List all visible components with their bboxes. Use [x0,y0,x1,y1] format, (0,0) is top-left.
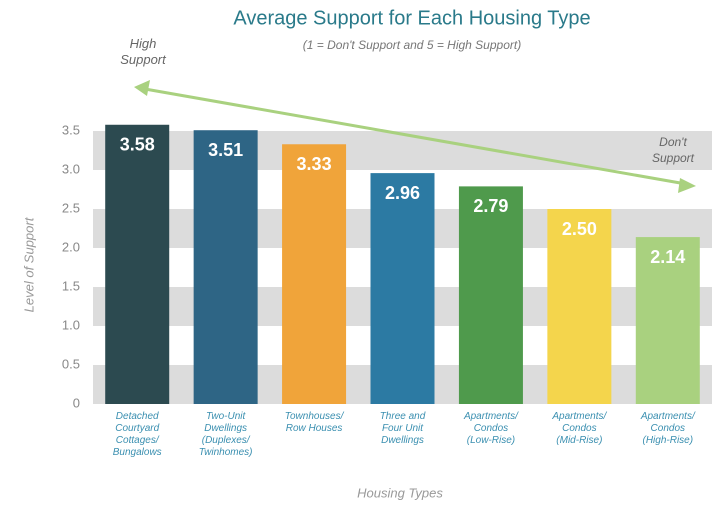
grid-band [93,131,712,170]
y-tick-label: 3.0 [62,161,80,176]
bar [282,144,347,404]
value-label: 2.79 [473,196,508,216]
y-tick-label: 0.5 [62,356,80,371]
y-tick-label: 0 [73,395,80,410]
x-tick-label: Two-Unit Dwellings (Duplexes/Twinhomes) [199,411,253,458]
x-tick-label: Apartments/Condos (Mid-Rise) [551,411,607,446]
y-tick-label: 1.0 [62,317,80,332]
value-label: 3.51 [208,140,243,160]
bar [547,209,612,404]
chart-subtitle: (1 = Don't Support and 5 = High Support) [303,38,521,52]
y-tick-label: 3.5 [62,122,80,137]
bar [458,186,523,404]
x-tick-label: Townhouses/Row Houses [285,411,345,434]
x-tick-label: Three and Four Unit Dwellings [380,411,426,446]
y-tick-label: 1.5 [62,278,80,293]
value-label: 3.33 [297,154,332,174]
x-tick-label: Detached Courtyard Cottages/Bungalows [113,411,162,458]
trend-arrow [144,87,687,186]
value-label: 2.14 [650,247,685,267]
bar [105,124,170,404]
annotation: High Support [120,36,167,67]
x-tick-label: Apartments/Condos (High-Rise) [640,411,696,446]
y-tick-label: 2.5 [62,200,80,215]
value-label: 3.58 [120,135,155,155]
bar [193,130,258,404]
chart-title: Average Support for Each Housing Type [233,7,590,29]
x-tick-label: Apartments/Condos (Low-Rise) [463,411,519,446]
value-label: 2.50 [562,219,597,239]
y-tick-label: 2.0 [62,239,80,254]
y-axis-label: Level of Support [21,216,36,312]
arrow-head [134,80,150,96]
arrow-head [678,178,696,193]
value-label: 2.96 [385,183,420,203]
bar [635,237,700,404]
annotation: Don't Support [652,135,695,165]
bar [370,173,435,404]
x-axis-label: Housing Types [357,485,443,500]
